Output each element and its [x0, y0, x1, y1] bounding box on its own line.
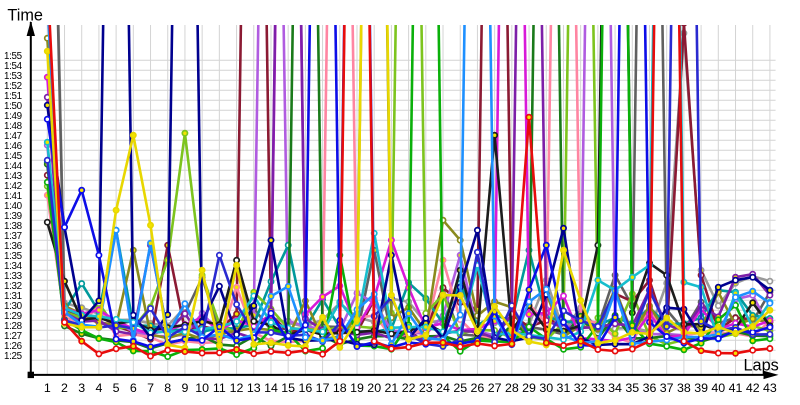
svg-text:Laps: Laps: [744, 356, 779, 374]
svg-text:38: 38: [677, 381, 691, 395]
svg-text:19: 19: [350, 381, 364, 395]
svg-text:35: 35: [625, 381, 639, 395]
svg-text:1:54: 1:54: [4, 61, 23, 72]
svg-text:7: 7: [147, 381, 154, 395]
svg-text:2: 2: [61, 381, 68, 395]
svg-text:1:29: 1:29: [4, 311, 22, 322]
svg-text:40: 40: [711, 381, 725, 395]
svg-text:1:36: 1:36: [4, 241, 23, 252]
svg-text:4: 4: [95, 381, 102, 395]
svg-text:32: 32: [574, 381, 588, 395]
svg-text:29: 29: [522, 381, 536, 395]
svg-text:43: 43: [763, 381, 777, 395]
svg-text:36: 36: [643, 381, 657, 395]
svg-text:1:47: 1:47: [4, 131, 22, 142]
svg-text:21: 21: [385, 381, 399, 395]
svg-text:1:51: 1:51: [4, 91, 22, 102]
svg-text:1:37: 1:37: [4, 231, 22, 242]
svg-text:1:39: 1:39: [4, 211, 22, 222]
svg-text:15: 15: [281, 381, 295, 395]
svg-text:30: 30: [539, 381, 553, 395]
svg-text:20: 20: [367, 381, 381, 395]
svg-text:31: 31: [557, 381, 571, 395]
svg-text:16: 16: [298, 381, 312, 395]
svg-text:1:53: 1:53: [4, 71, 23, 82]
svg-text:17: 17: [316, 381, 330, 395]
svg-text:13: 13: [247, 381, 261, 395]
svg-text:1: 1: [44, 381, 51, 395]
svg-text:1:34: 1:34: [4, 261, 23, 272]
svg-text:10: 10: [195, 381, 209, 395]
svg-text:1:49: 1:49: [4, 111, 22, 122]
svg-text:1:52: 1:52: [4, 81, 22, 92]
svg-text:41: 41: [729, 381, 743, 395]
svg-text:1:55: 1:55: [4, 51, 23, 62]
svg-text:1:25: 1:25: [4, 351, 23, 362]
svg-text:24: 24: [436, 381, 450, 395]
svg-text:1:33: 1:33: [4, 271, 23, 282]
svg-text:1:43: 1:43: [4, 171, 23, 182]
svg-text:1:50: 1:50: [4, 101, 23, 112]
svg-text:1:38: 1:38: [4, 221, 23, 232]
svg-text:9: 9: [181, 381, 188, 395]
svg-text:1:26: 1:26: [4, 341, 23, 352]
svg-text:8: 8: [164, 381, 171, 395]
svg-text:28: 28: [505, 381, 519, 395]
svg-text:3: 3: [78, 381, 85, 395]
svg-text:1:30: 1:30: [4, 301, 23, 312]
svg-text:23: 23: [419, 381, 433, 395]
svg-text:27: 27: [488, 381, 502, 395]
svg-text:39: 39: [694, 381, 708, 395]
svg-text:5: 5: [113, 381, 120, 395]
svg-text:25: 25: [453, 381, 467, 395]
svg-text:42: 42: [746, 381, 760, 395]
svg-text:34: 34: [608, 381, 622, 395]
svg-text:1:42: 1:42: [4, 181, 22, 192]
svg-text:22: 22: [402, 381, 416, 395]
svg-text:1:48: 1:48: [4, 121, 23, 132]
svg-text:1:40: 1:40: [4, 201, 23, 212]
svg-text:1:32: 1:32: [4, 281, 22, 292]
svg-text:1:27: 1:27: [4, 331, 22, 342]
svg-text:1:31: 1:31: [4, 291, 22, 302]
svg-text:37: 37: [660, 381, 674, 395]
svg-text:6: 6: [130, 381, 137, 395]
svg-text:1:44: 1:44: [4, 161, 23, 172]
svg-text:1:35: 1:35: [4, 251, 23, 262]
svg-text:1:46: 1:46: [4, 141, 23, 152]
svg-text:14: 14: [264, 381, 278, 395]
svg-text:1:28: 1:28: [4, 321, 23, 332]
svg-text:11: 11: [213, 381, 226, 395]
svg-text:26: 26: [471, 381, 485, 395]
svg-text:Time: Time: [7, 7, 43, 25]
svg-text:18: 18: [333, 381, 347, 395]
svg-text:1:41: 1:41: [4, 191, 22, 202]
svg-text:12: 12: [230, 381, 244, 395]
svg-text:1:45: 1:45: [4, 151, 23, 162]
svg-text:33: 33: [591, 381, 605, 395]
